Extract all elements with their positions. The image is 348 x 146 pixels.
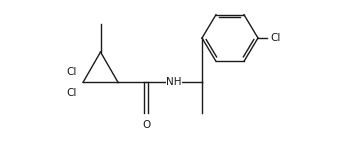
Text: O: O [142, 120, 150, 131]
Text: Cl: Cl [67, 88, 77, 98]
Text: Cl: Cl [67, 67, 77, 77]
Text: NH: NH [166, 77, 182, 87]
Text: Cl: Cl [271, 33, 281, 43]
